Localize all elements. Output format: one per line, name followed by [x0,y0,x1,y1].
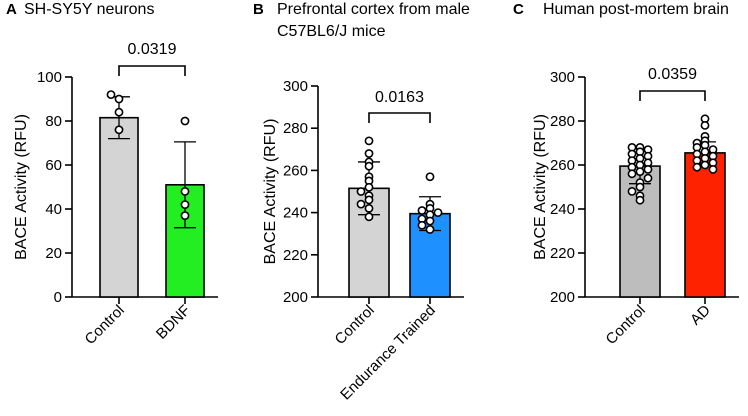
y-tick-label: 60 [45,157,62,174]
data-point [643,173,653,183]
y-tick-label: 300 [550,69,575,86]
panel-B: B Prefrontal cortex from male C57BL6/J mic… [253,1,470,403]
data-point [114,94,124,104]
bar [99,116,139,298]
data-point [417,220,427,230]
y-tick-label: 20 [45,245,62,262]
data-point [417,206,427,215]
y-tick-label: 100 [37,69,62,86]
x-tick-label: Control [332,302,378,348]
data-point [180,211,190,220]
x-tick-label: AD [687,302,714,329]
data-point [180,200,190,209]
y-tick-label: 0 [54,289,62,306]
data-point [627,169,637,179]
panel-title: Prefrontal cortex from male [277,1,470,18]
data-point [106,90,116,99]
p-value-label: 0.0319 [128,41,177,58]
p-value-label: 0.0163 [375,89,424,106]
data-point [700,160,710,170]
y-tick-label: 300 [283,78,308,95]
bar [684,152,726,298]
y-tick-label: 280 [550,113,575,130]
y-tick-label: 240 [550,201,575,218]
data-point [364,182,374,192]
data-point [643,164,653,174]
significance-bracket [118,65,186,76]
data-point [364,149,374,158]
p-value-label: 0.0359 [648,66,697,83]
data-point [180,186,190,196]
y-axis-label: BACE Activity (RFU) [262,119,279,265]
panel-A: A SH-SY5Y neurons 0 20 40 60 80 100 BACE Activit… [6,1,218,348]
panel-letter: C [513,1,524,18]
data-point [114,125,124,135]
y-tick-label: 220 [283,247,308,264]
panel-title: C57BL6/J mice [277,23,386,40]
panel-letter: B [253,1,264,18]
data-point [433,208,443,217]
data-point [114,107,124,117]
y-tick-label: 40 [45,201,62,218]
y-tick-label: 200 [550,289,575,306]
data-point [180,116,190,126]
data-point [364,195,374,205]
y-tick-label: 200 [283,289,308,306]
y-tick-label: 220 [550,245,575,262]
y-axis-label: BACE Activity (RFU) [532,114,549,260]
panel-C: C Human post-mortem brain 200 220 240 260 280 3… [513,1,739,348]
significance-bracket [368,112,431,123]
x-tick-label: Control [82,302,128,348]
y-tick-label: 280 [283,120,308,137]
data-point [708,164,718,174]
data-point [627,186,637,196]
panel-title: Human post-mortem brain [543,1,729,18]
data-point [356,187,366,196]
data-point [356,199,366,209]
data-point [635,195,645,205]
data-point [635,167,645,176]
significance-bracket [639,90,706,101]
y-axis-label: BACE Activity (RFU) [13,114,30,260]
y-tick-label: 80 [45,113,62,130]
data-point [364,203,374,213]
data-point [635,182,645,192]
panel-letter: A [6,1,17,18]
data-point [364,136,374,146]
data-point [425,172,435,182]
data-point [364,212,374,222]
data-point [425,225,435,234]
panel-title: SH-SY5Y neurons [24,1,154,18]
x-tick-label: BDNF [153,302,194,343]
y-tick-label: 260 [283,162,308,179]
x-tick-label: Control [603,302,649,348]
y-tick-label: 260 [550,157,575,174]
y-tick-label: 240 [283,205,308,222]
data-point [692,162,702,172]
data-point [425,216,435,226]
data-point [364,161,374,171]
data-point [700,121,710,130]
